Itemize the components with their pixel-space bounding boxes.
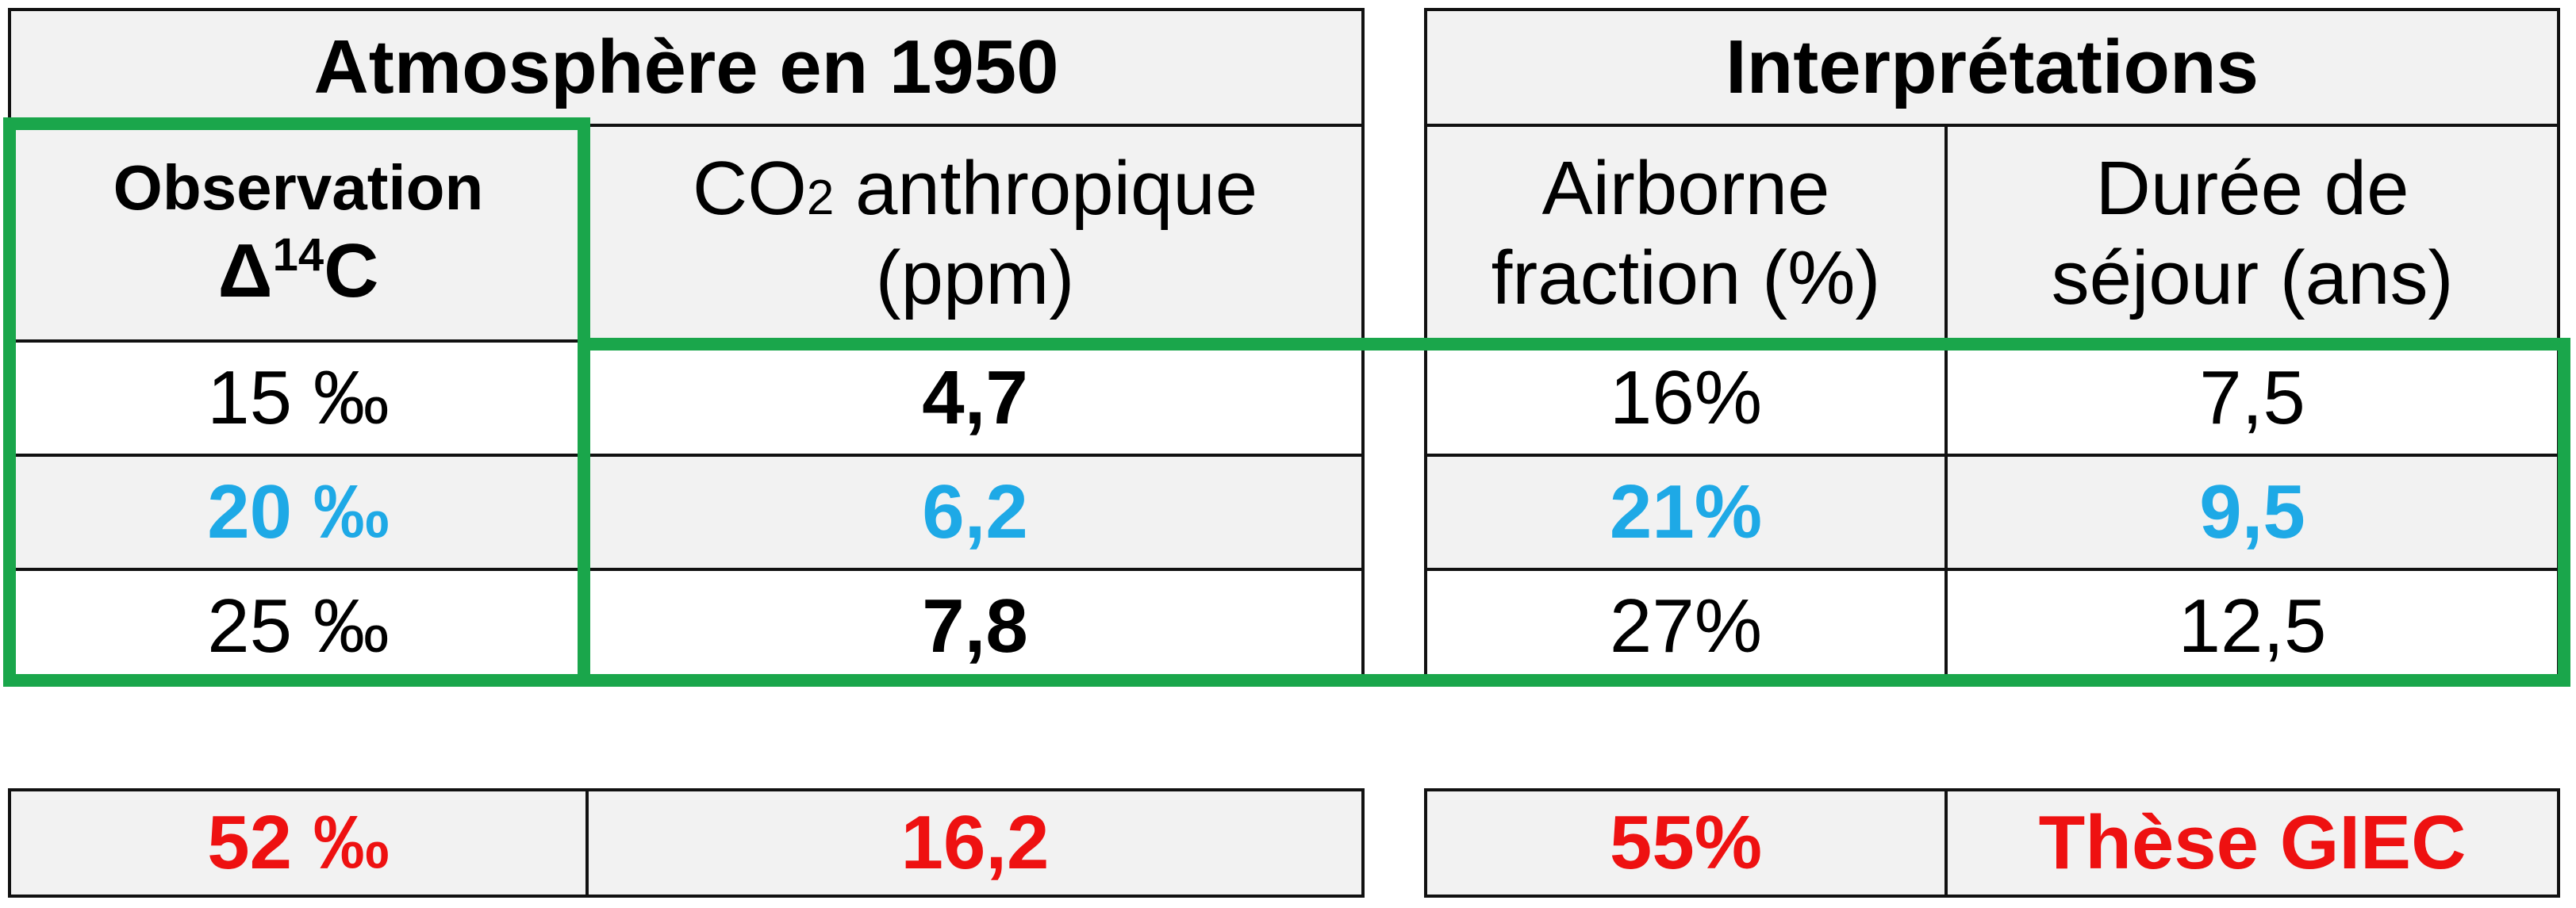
bottom-co2: 16,2 <box>585 788 1365 898</box>
header-co2-anthropique: CO2 anthropique (ppm) <box>585 124 1365 343</box>
left-table-title: Atmosphère en 1950 <box>8 8 1365 127</box>
delta14c-label: Δ14C <box>217 228 379 313</box>
table-row-1-obs: 15 ‰ <box>8 339 589 457</box>
table-row-3-fraction: 27% <box>1424 568 1948 685</box>
bottom-obs: 52 ‰ <box>8 788 589 898</box>
bottom-fraction: 55% <box>1424 788 1948 898</box>
bottom-these-giec: Thèse GIEC <box>1944 788 2560 898</box>
table-row-3-duree: 12,5 <box>1944 568 2560 685</box>
table-row-2-duree: 9,5 <box>1944 454 2560 571</box>
observation-label: Observation <box>113 152 484 224</box>
table-row-2-fraction: 21% <box>1424 454 1948 571</box>
table-row-1-fraction: 16% <box>1424 339 1948 457</box>
table-row-2-obs: 20 ‰ <box>8 454 589 571</box>
table-row-1-duree: 7,5 <box>1944 339 2560 457</box>
header-observation: Observation Δ14C <box>8 124 589 343</box>
co2-label: CO2 anthropique <box>692 145 1258 231</box>
table-row-3-co2: 7,8 <box>585 568 1365 685</box>
ppm-label: (ppm) <box>875 236 1075 320</box>
header-duree-sejour: Durée de séjour (ans) <box>1944 124 2560 343</box>
table-row-2-co2: 6,2 <box>585 454 1365 571</box>
table-row-3-obs: 25 ‰ <box>8 568 589 685</box>
right-table-title: Interprétations <box>1424 8 2560 127</box>
header-airborne-fraction: Airborne fraction (%) <box>1424 124 1948 343</box>
table-row-1-co2: 4,7 <box>585 339 1365 457</box>
